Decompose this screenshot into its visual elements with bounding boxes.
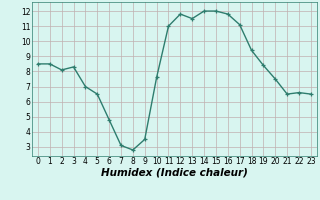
X-axis label: Humidex (Indice chaleur): Humidex (Indice chaleur) [101,168,248,178]
